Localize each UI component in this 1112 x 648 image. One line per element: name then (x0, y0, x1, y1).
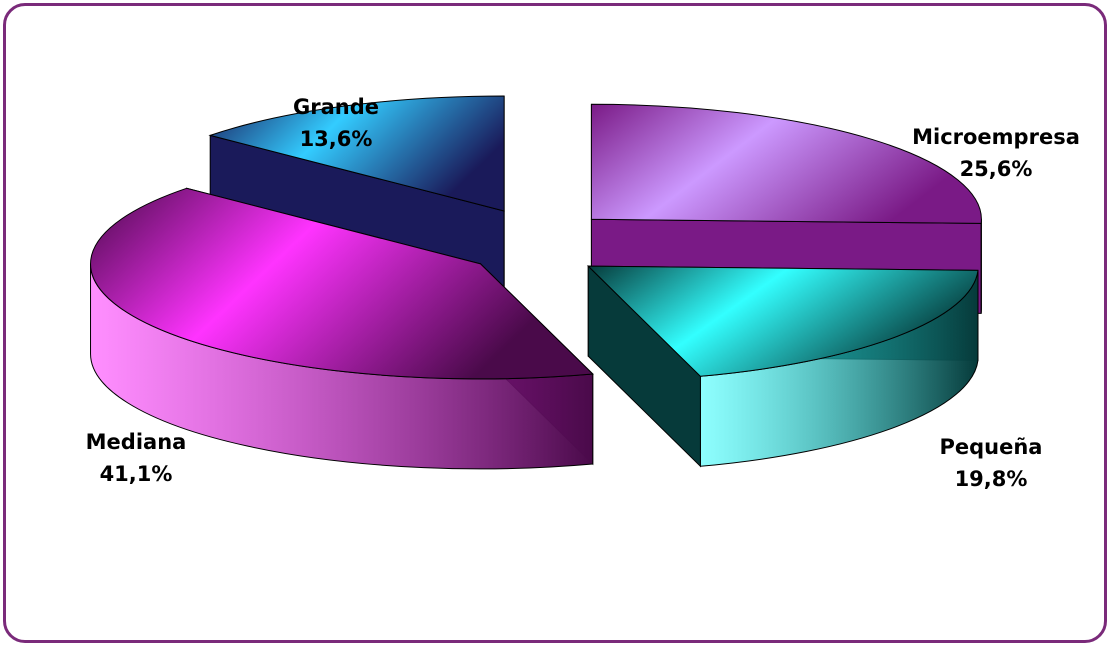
slice-value-label: 25,6% (960, 157, 1033, 181)
slice-value-label: 19,8% (955, 467, 1028, 491)
pie-label-mediana: Mediana 41,1% (86, 430, 187, 486)
pie-label-microempresa: Microempresa 25,6% (912, 125, 1080, 181)
pie-label-grande: Grande 13,6% (293, 95, 379, 151)
pie-chart: Microempresa 25,6% Pequeña 19,8% Mediana 41,1… (86, 95, 1080, 491)
slice-value-label: 41,1% (100, 462, 173, 486)
slice-name-label: Mediana (86, 430, 187, 454)
pie-slice-mediana (90, 187, 594, 470)
slice-value-label: 13,6% (300, 127, 373, 151)
chart-frame: Microempresa 25,6% Pequeña 19,8% Mediana 41,1… (3, 3, 1107, 643)
pie-slice-pequeña (587, 264, 979, 468)
slice-name-label: Pequeña (940, 435, 1043, 459)
slice-name-label: Microempresa (912, 125, 1080, 149)
pie-label-pequeña: Pequeña 19,8% (940, 435, 1043, 491)
slice-name-label: Grande (293, 95, 379, 119)
